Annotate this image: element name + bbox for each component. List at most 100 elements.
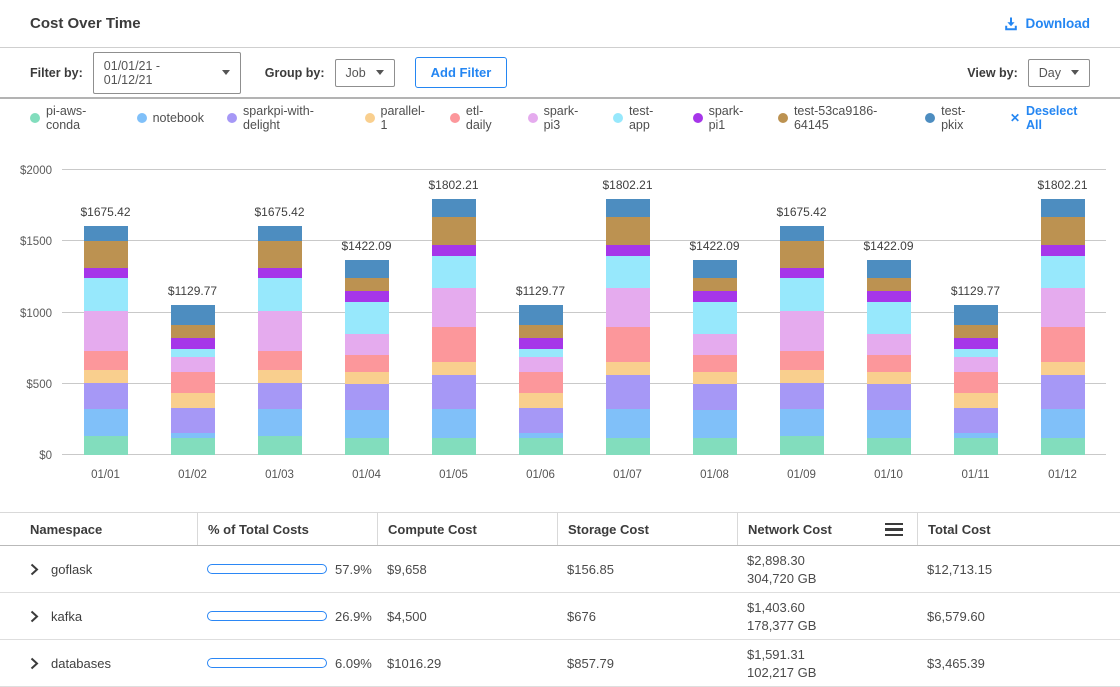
- bar-segment-test-53ca9186-64145[interactable]: [257, 241, 302, 269]
- bar-segment-spark-pi1[interactable]: [431, 244, 476, 256]
- bar-segment-etl-daily[interactable]: [779, 351, 824, 371]
- bar-segment-test-pkix[interactable]: [170, 305, 215, 325]
- bar-segment-spark-pi1[interactable]: [344, 291, 389, 302]
- table-row-databases[interactable]: databases 6.09% $1016.29 $857.79 $1,591.31 10…: [0, 640, 1120, 687]
- bar-segment-spark-pi3[interactable]: [83, 311, 128, 352]
- row-expand-chevron[interactable]: [30, 563, 39, 576]
- bar-segment-spark-pi1[interactable]: [605, 244, 650, 256]
- deselect-all-button[interactable]: ✕ Deselect All: [1010, 104, 1090, 132]
- bar-segment-pi-aws-conda[interactable]: [83, 436, 128, 455]
- legend-item-spark-pi1[interactable]: spark-pi1: [692, 104, 755, 132]
- bar-segment-test-pkix[interactable]: [257, 225, 302, 242]
- bar-segment-test-53ca9186-64145[interactable]: [170, 324, 215, 339]
- bar-segment-spark-pi1[interactable]: [866, 291, 911, 302]
- bar-segment-sparkpi-with-delight[interactable]: [1040, 375, 1085, 409]
- bar-segment-notebook[interactable]: [83, 408, 128, 437]
- bar-segment-sparkpi-with-delight[interactable]: [779, 383, 824, 409]
- bar-segment-parallel-1[interactable]: [431, 362, 476, 376]
- bar-segment-test-app[interactable]: [1040, 255, 1085, 289]
- bar-segment-test-53ca9186-64145[interactable]: [953, 324, 998, 339]
- bar-segment-notebook[interactable]: [605, 408, 650, 438]
- bar-segment-spark-pi1[interactable]: [692, 291, 737, 302]
- bar-segment-parallel-1[interactable]: [779, 370, 824, 384]
- legend-item-etl-daily[interactable]: etl-daily: [449, 104, 505, 132]
- bar-segment-spark-pi3[interactable]: [605, 288, 650, 327]
- row-expand-chevron[interactable]: [30, 657, 39, 670]
- legend-item-pi-aws-conda[interactable]: pi-aws-conda: [30, 104, 114, 132]
- bar-segment-pi-aws-conda[interactable]: [866, 437, 911, 455]
- bar-segment-etl-daily[interactable]: [518, 371, 563, 394]
- bar-segment-etl-daily[interactable]: [1040, 326, 1085, 363]
- bar-segment-notebook[interactable]: [518, 432, 563, 438]
- bar-segment-spark-pi1[interactable]: [170, 338, 215, 349]
- bar-segment-test-app[interactable]: [257, 278, 302, 312]
- legend-item-test-53ca9186-64145[interactable]: test-53ca9186-64145: [777, 104, 902, 132]
- bar-segment-spark-pi1[interactable]: [83, 268, 128, 279]
- bar-segment-test-pkix[interactable]: [605, 198, 650, 218]
- bar-segment-test-53ca9186-64145[interactable]: [1040, 217, 1085, 245]
- bar-segment-sparkpi-with-delight[interactable]: [257, 383, 302, 409]
- bar-segment-spark-pi3[interactable]: [257, 311, 302, 352]
- bar-segment-etl-daily[interactable]: [170, 371, 215, 394]
- bar-segment-parallel-1[interactable]: [170, 393, 215, 408]
- bar-segment-parallel-1[interactable]: [953, 393, 998, 408]
- bar-segment-sparkpi-with-delight[interactable]: [866, 384, 911, 411]
- bar-segment-parallel-1[interactable]: [344, 372, 389, 385]
- bar-segment-notebook[interactable]: [344, 410, 389, 438]
- legend-item-test-pkix[interactable]: test-pkix: [925, 104, 983, 132]
- bar-segment-notebook[interactable]: [779, 408, 824, 437]
- bar-segment-notebook[interactable]: [431, 408, 476, 438]
- bar-segment-notebook[interactable]: [953, 432, 998, 438]
- table-row-goflask[interactable]: goflask 57.9% $9,658 $156.85 $2,898.30 304,72…: [0, 546, 1120, 593]
- bar-segment-test-pkix[interactable]: [953, 305, 998, 325]
- bar-segment-parallel-1[interactable]: [518, 393, 563, 408]
- date-range-dropdown[interactable]: 01/01/21 - 01/12/21: [92, 51, 241, 94]
- bar-segment-parallel-1[interactable]: [257, 370, 302, 384]
- bar-segment-notebook[interactable]: [692, 410, 737, 438]
- bar-segment-sparkpi-with-delight[interactable]: [605, 375, 650, 409]
- bar-segment-spark-pi3[interactable]: [953, 356, 998, 372]
- bar-segment-notebook[interactable]: [866, 410, 911, 438]
- bar-segment-test-53ca9186-64145[interactable]: [692, 278, 737, 292]
- bar-segment-test-pkix[interactable]: [692, 259, 737, 279]
- bar-segment-test-app[interactable]: [953, 348, 998, 357]
- bar-segment-spark-pi3[interactable]: [1040, 288, 1085, 327]
- bar-segment-parallel-1[interactable]: [605, 362, 650, 376]
- bar-segment-spark-pi3[interactable]: [692, 333, 737, 356]
- legend-item-spark-pi3[interactable]: spark-pi3: [527, 104, 590, 132]
- bar-segment-sparkpi-with-delight[interactable]: [953, 407, 998, 433]
- bar-segment-test-pkix[interactable]: [1040, 198, 1085, 218]
- bar-segment-parallel-1[interactable]: [83, 370, 128, 384]
- bar-segment-pi-aws-conda[interactable]: [779, 436, 824, 455]
- bar-segment-test-53ca9186-64145[interactable]: [431, 217, 476, 245]
- bar-segment-pi-aws-conda[interactable]: [257, 436, 302, 455]
- bar-segment-notebook[interactable]: [1040, 408, 1085, 438]
- bar-segment-test-app[interactable]: [692, 301, 737, 334]
- bar-segment-etl-daily[interactable]: [257, 351, 302, 371]
- bar-segment-pi-aws-conda[interactable]: [170, 437, 215, 455]
- bar-segment-spark-pi3[interactable]: [518, 356, 563, 372]
- legend-item-test-app[interactable]: test-app: [612, 104, 670, 132]
- bar-segment-parallel-1[interactable]: [1040, 362, 1085, 376]
- bar-segment-spark-pi3[interactable]: [779, 311, 824, 352]
- bar-segment-parallel-1[interactable]: [692, 372, 737, 385]
- bar-segment-etl-daily[interactable]: [692, 355, 737, 373]
- bar-segment-etl-daily[interactable]: [605, 326, 650, 363]
- bar-segment-pi-aws-conda[interactable]: [692, 437, 737, 455]
- bar-segment-test-pkix[interactable]: [83, 225, 128, 242]
- bar-segment-spark-pi1[interactable]: [953, 338, 998, 349]
- bar-segment-notebook[interactable]: [257, 408, 302, 437]
- bar-segment-test-pkix[interactable]: [779, 225, 824, 242]
- bar-segment-etl-daily[interactable]: [866, 355, 911, 373]
- bar-segment-test-53ca9186-64145[interactable]: [518, 324, 563, 339]
- table-row-kafka[interactable]: kafka 26.9% $4,500 $676 $1,403.60 178,377 GB $…: [0, 593, 1120, 640]
- bar-segment-test-pkix[interactable]: [866, 259, 911, 279]
- bar-segment-spark-pi1[interactable]: [257, 268, 302, 279]
- row-expand-chevron[interactable]: [30, 610, 39, 623]
- bar-segment-test-pkix[interactable]: [344, 259, 389, 279]
- bar-segment-spark-pi3[interactable]: [431, 288, 476, 327]
- bar-segment-test-app[interactable]: [344, 301, 389, 334]
- bar-segment-sparkpi-with-delight[interactable]: [518, 407, 563, 433]
- bar-segment-test-53ca9186-64145[interactable]: [344, 278, 389, 292]
- bar-segment-etl-daily[interactable]: [431, 326, 476, 363]
